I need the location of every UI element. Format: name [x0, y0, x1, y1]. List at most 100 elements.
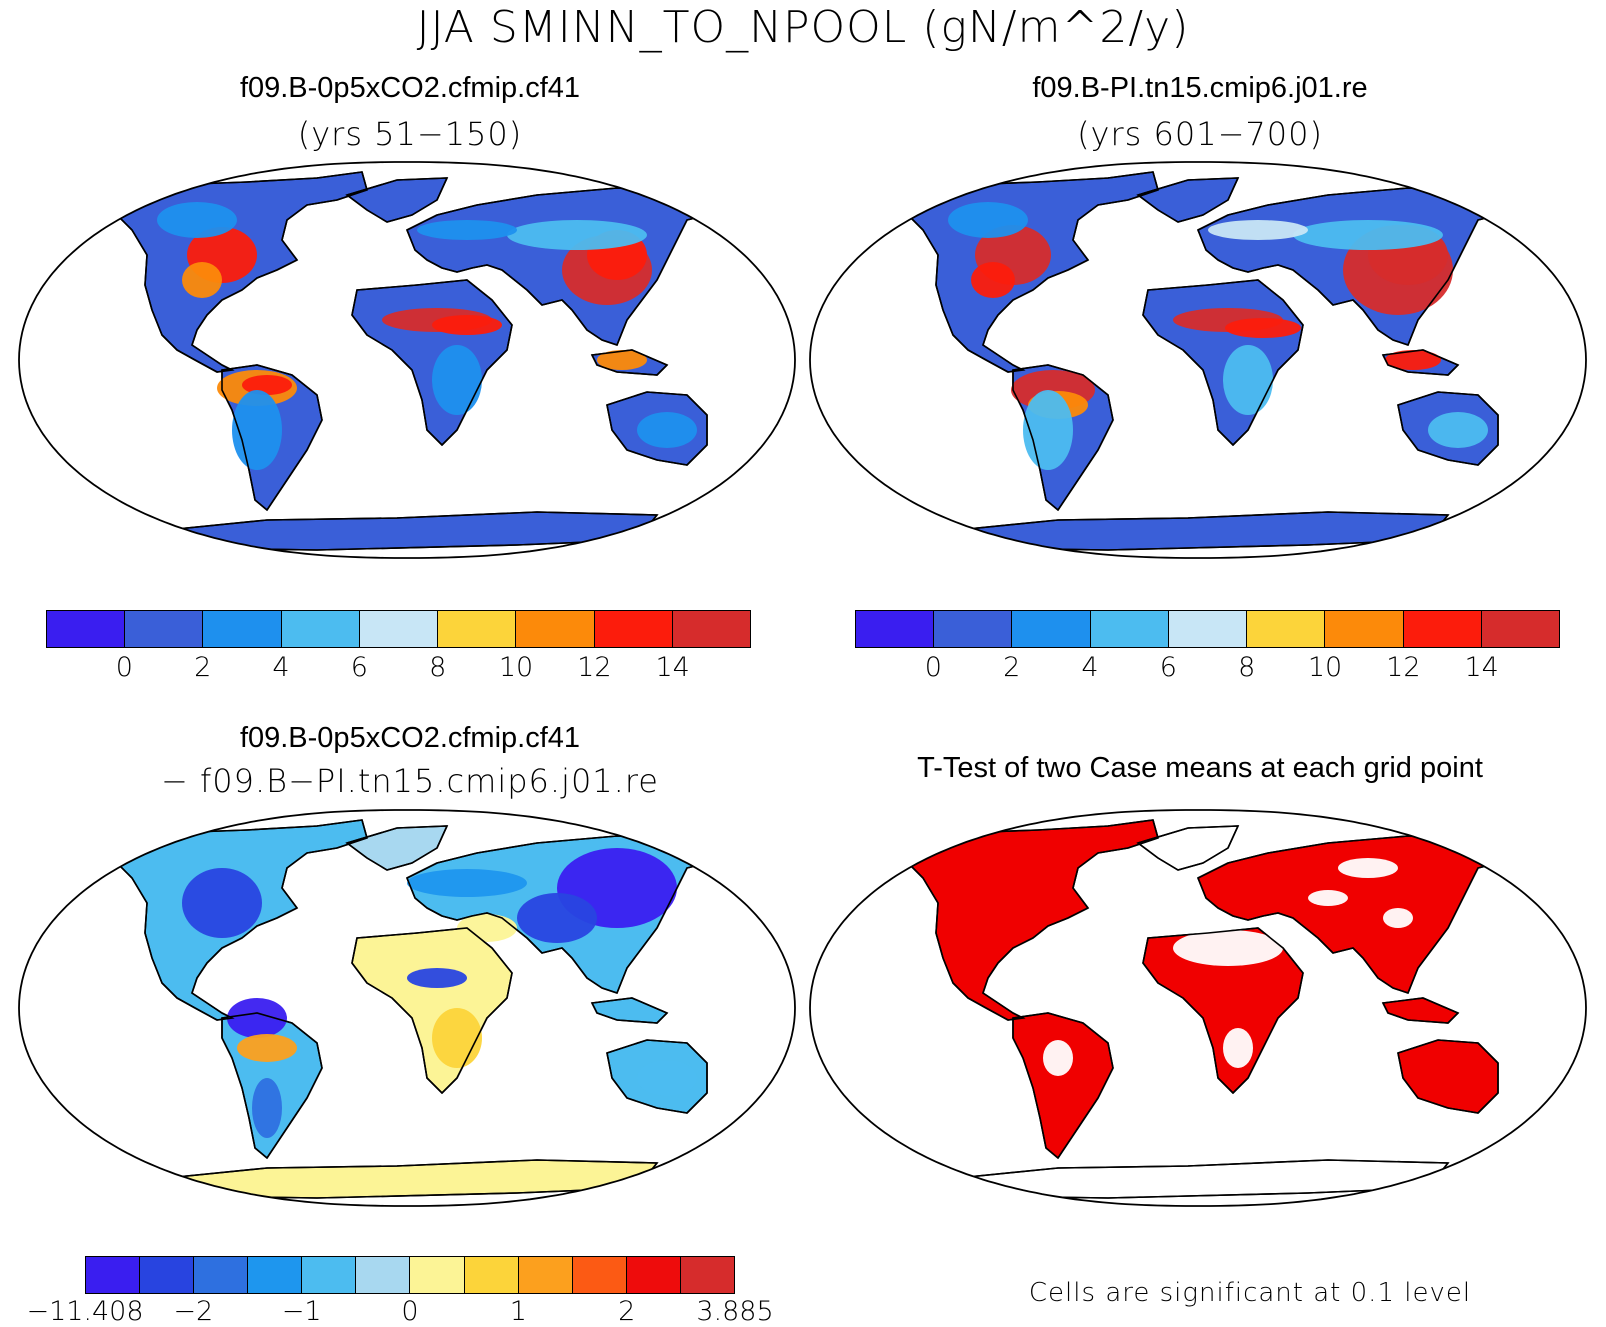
- colorbar-case-1-swatch: [672, 611, 750, 647]
- colorbar-tick-label: 10: [1307, 652, 1343, 683]
- panel-3-map: [18, 809, 796, 1207]
- colorbar-difference-swatch: [680, 1257, 734, 1293]
- colorbar-tick-label: 14: [1464, 652, 1499, 683]
- field-patch: [1383, 908, 1413, 928]
- field-patch: [597, 350, 647, 370]
- colorbar-difference-swatch: [248, 1257, 303, 1293]
- field-patch: [417, 220, 517, 240]
- field-patch: [432, 1008, 482, 1068]
- colorbar-case-2-swatch: [856, 611, 935, 647]
- colorbar-case-1-swatch: [516, 611, 595, 647]
- panel-4-map-frame: [809, 809, 1587, 1207]
- colorbar-tick-label: 3.885: [696, 1296, 774, 1327]
- colorbar-tick-label: 1: [509, 1296, 527, 1327]
- field-patch: [1293, 220, 1443, 250]
- colorbar-difference-swatch: [302, 1257, 357, 1293]
- colorbar-case-2-swatch: [1090, 611, 1169, 647]
- colorbar-case-1-swatch: [47, 611, 126, 647]
- panel-1-map: [18, 161, 796, 559]
- colorbar-tick-label: 10: [498, 652, 534, 683]
- colorbar-tick-label: 0: [115, 652, 133, 683]
- colorbar-tick-label: 2: [618, 1296, 636, 1327]
- colorbar-case-1-swatch: [125, 611, 204, 647]
- field-patch: [182, 868, 262, 938]
- colorbar-difference-swatch: [194, 1257, 249, 1293]
- panel-1-subtitle: (yrs 51−150): [297, 115, 523, 153]
- panel-2-title: f09.B-PI.tn15.cmip6.j01.re: [1032, 72, 1368, 104]
- field-patch: [157, 202, 237, 238]
- colorbar-difference-swatch: [140, 1257, 195, 1293]
- field-patch: [1308, 890, 1348, 906]
- colorbar-tick-label: −11.408: [26, 1296, 144, 1327]
- colorbar-difference: [85, 1256, 735, 1294]
- colorbar-tick-label: 8: [1238, 652, 1256, 683]
- colorbar-tick-label: −2: [173, 1296, 214, 1327]
- field-patch: [432, 315, 502, 335]
- field-patch: [237, 1034, 297, 1062]
- field-patch: [457, 914, 517, 942]
- field-patch: [1428, 412, 1488, 448]
- panel-1-title: f09.B-0p5xCO2.cfmip.cf41: [239, 72, 581, 104]
- colorbar-tick-label: 8: [429, 652, 447, 683]
- field-patch: [407, 968, 467, 988]
- colorbar-tick-label: 0: [924, 652, 942, 683]
- colorbar-tick-label: 0: [401, 1296, 419, 1327]
- figure-title: JJA SMINN_TO_NPOOL (gN/m^2/y): [416, 2, 1190, 53]
- panel-3-subtitle: − f09.B−PI.tn15.cmip6.j01.re: [161, 762, 659, 800]
- colorbar-case-1-swatch: [359, 611, 439, 647]
- field-patch: [1223, 1028, 1253, 1068]
- colorbar-tick-label: 2: [194, 652, 212, 683]
- panel-2-map-frame: [809, 161, 1587, 559]
- colorbar-tick-label: 6: [350, 652, 368, 683]
- panel-2-subtitle: (yrs 601−700): [1077, 115, 1323, 153]
- colorbar-case-2: [855, 610, 1560, 648]
- field-patch: [252, 1078, 282, 1138]
- colorbar-difference-swatch: [410, 1257, 465, 1293]
- colorbar-difference-swatch: [626, 1257, 681, 1293]
- colorbar-case-1: [46, 610, 751, 648]
- colorbar-case-1-swatch: [438, 611, 517, 647]
- colorbar-tick-label: 12: [577, 652, 612, 683]
- colorbar-case-2-swatch: [1325, 611, 1404, 647]
- colorbar-case-2-swatch: [1403, 611, 1482, 647]
- colorbar-case-2-swatch: [1168, 611, 1248, 647]
- field-patch: [1225, 318, 1301, 338]
- field-patch: [407, 869, 527, 897]
- colorbar-tick-label: 4: [1081, 652, 1099, 683]
- colorbar-case-1-swatch: [594, 611, 673, 647]
- field-patch: [1223, 345, 1273, 415]
- field-patch: [1208, 220, 1308, 240]
- panel-2-map: [809, 161, 1587, 559]
- colorbar-case-1-swatch: [203, 611, 282, 647]
- colorbar-difference-swatch: [86, 1257, 141, 1293]
- field-patch: [182, 262, 222, 298]
- field-patch: [971, 262, 1015, 298]
- field-patch: [1338, 858, 1398, 878]
- colorbar-case-2-swatch: [1481, 611, 1559, 647]
- colorbar-case-1-swatch: [281, 611, 360, 647]
- field-patch: [1173, 930, 1283, 966]
- colorbar-difference-swatch: [464, 1257, 519, 1293]
- colorbar-difference-swatch: [572, 1257, 627, 1293]
- field-patch: [1043, 1040, 1073, 1076]
- colorbar-tick-label: 2: [1003, 652, 1021, 683]
- panel-3-map-frame: [18, 809, 796, 1207]
- significance-note: Cells are significant at 0.1 level: [1028, 1278, 1472, 1308]
- colorbar-tick-label: 4: [272, 652, 290, 683]
- field-patch: [227, 998, 287, 1038]
- field-patch: [242, 375, 292, 395]
- field-patch: [507, 220, 647, 250]
- colorbar-case-2-swatch: [934, 611, 1013, 647]
- field-patch: [517, 893, 597, 943]
- colorbar-case-2-swatch: [1247, 611, 1326, 647]
- colorbar-case-2-swatch: [1012, 611, 1091, 647]
- field-patch: [948, 202, 1028, 238]
- colorbar-tick-label: −1: [281, 1296, 322, 1327]
- panel-4-title: T-Test of two Case means at each grid po…: [917, 752, 1483, 784]
- field-patch: [637, 1060, 697, 1096]
- colorbar-difference-swatch: [518, 1257, 573, 1293]
- field-patch: [432, 345, 482, 415]
- panel-4-map: [809, 809, 1587, 1207]
- colorbar-tick-label: 12: [1386, 652, 1421, 683]
- colorbar-difference-swatch: [356, 1257, 411, 1293]
